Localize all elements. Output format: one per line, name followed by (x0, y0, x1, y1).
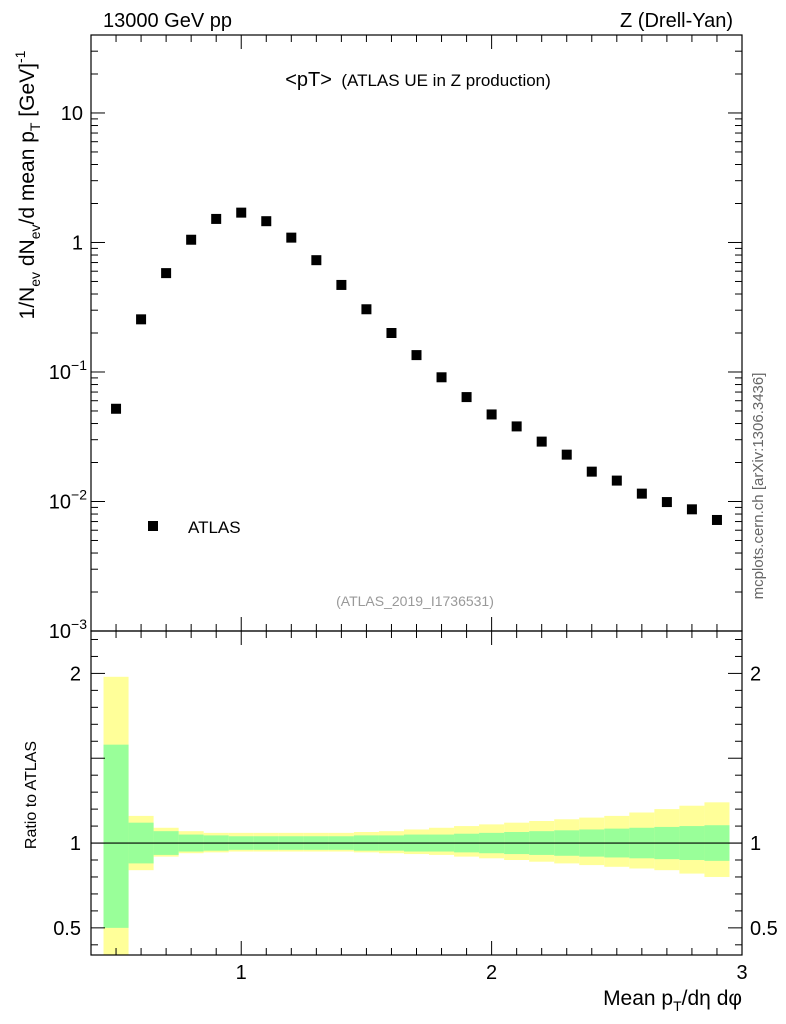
legend-label: ATLAS (188, 518, 241, 537)
ratio-xtick-label: 2 (486, 962, 497, 984)
main-ytick-label: 10−2 (49, 486, 87, 513)
main-ytick-exponent: −1 (71, 357, 87, 373)
main-ytick-exponent: −2 (71, 486, 87, 502)
data-point (461, 392, 472, 403)
data-point (286, 232, 297, 243)
data-point (211, 213, 222, 224)
data-point (336, 279, 347, 290)
main-ytick-base: 10 (49, 362, 71, 384)
data-point (661, 497, 672, 508)
ratio-ytick-label-left: 1 (70, 833, 81, 855)
ratio-xtick-label: 1 (236, 962, 247, 984)
analysis-id-label: (ATLAS_2019_I1736531) (336, 593, 494, 609)
ratio-ytick-label-left: 0.5 (53, 918, 81, 940)
side-label: mcplots.cern.ch [arXiv:1306.3436] (750, 373, 767, 600)
ratio-frame (90, 630, 743, 956)
ratio-ylabel: Ratio to ATLAS (23, 741, 40, 849)
ratio-xlabel: Mean pT/dη dφ (603, 987, 742, 1014)
process-label: Z (Drell-Yan) (620, 10, 733, 32)
data-point (561, 449, 572, 460)
data-point (686, 504, 697, 515)
data-point (636, 488, 647, 499)
data-point (161, 268, 172, 279)
data-point (411, 350, 422, 361)
main-ytick-label: 1 (72, 232, 83, 254)
plot-title-sub: (ATLAS UE in Z production) (341, 71, 550, 90)
data-point (711, 514, 722, 525)
data-point (586, 466, 597, 477)
legend-marker (148, 521, 158, 531)
data-point (536, 436, 547, 447)
data-point (611, 475, 622, 486)
energy-label: 13000 GeV pp (103, 10, 232, 32)
main-ytick-base: 10 (49, 621, 71, 643)
main-ytick-base: 10 (49, 491, 71, 513)
main-ytick-label: 10−3 (49, 616, 87, 643)
band-inner-bin (103, 744, 129, 928)
data-point (486, 409, 497, 420)
data-point (511, 421, 522, 432)
data-point (311, 255, 322, 266)
data-point (236, 207, 247, 218)
main-ylabel: 1/Nev dNev/d mean pT [GeV]-1 (12, 50, 43, 319)
ratio-ytick-label-right: 2 (750, 663, 761, 685)
data-point (361, 304, 372, 315)
main-frame (90, 34, 743, 632)
data-point (261, 216, 272, 227)
main-ytick-label: 10 (61, 103, 83, 125)
main-ytick-label: 10−1 (49, 357, 87, 384)
data-point (386, 328, 397, 338)
data-point (111, 403, 122, 414)
ratio-ytick-label-right: 0.5 (750, 918, 778, 940)
ratio-xtick-label: 3 (736, 962, 747, 984)
plot-title-main: <pT> (285, 69, 332, 91)
data-point (186, 234, 197, 245)
plot-title: <pT> (ATLAS UE in Z production) (285, 69, 551, 91)
data-point (436, 372, 447, 383)
ratio-ytick-label-left: 2 (70, 663, 81, 685)
ratio-ytick-label-right: 1 (750, 833, 761, 855)
main-ytick-exponent: −3 (71, 616, 87, 632)
data-point (136, 314, 147, 325)
